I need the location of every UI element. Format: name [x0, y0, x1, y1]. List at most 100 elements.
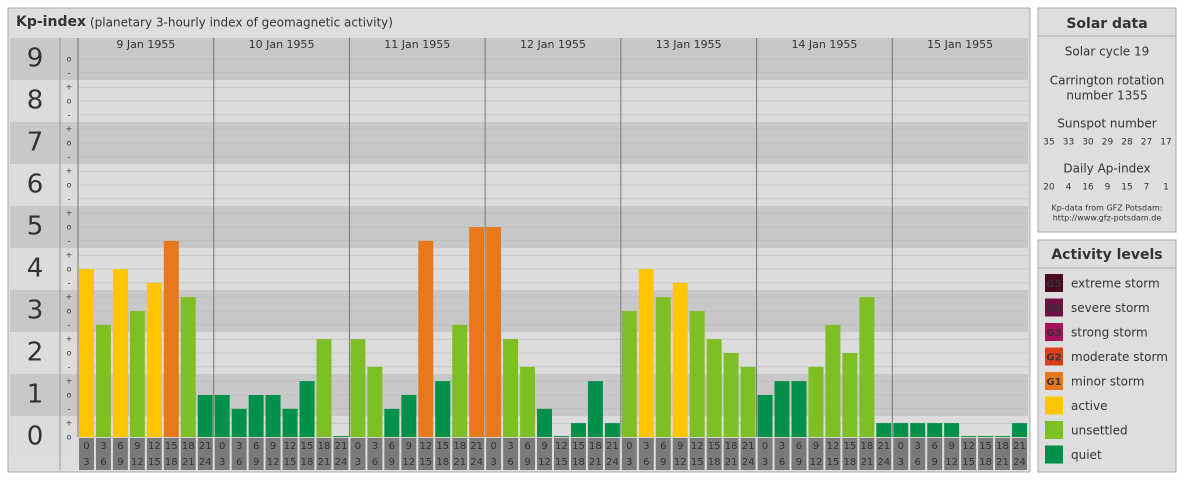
- hour-box: [723, 438, 739, 470]
- bar: [927, 423, 943, 437]
- x-tick-label: 3: [83, 457, 89, 468]
- bar: [604, 423, 620, 437]
- x-tick-label: 21: [860, 457, 873, 468]
- y-tick-label: 4: [27, 254, 44, 284]
- x-tick-label: 9: [660, 457, 666, 468]
- ap-value: 1: [1163, 183, 1169, 193]
- chart-subtitle: (planetary 3-hourly index of geomagnetic…: [90, 16, 393, 30]
- minor-tick-label: +: [66, 167, 73, 176]
- x-tick-label: 0: [490, 441, 496, 452]
- legend-swatch: [1045, 323, 1063, 341]
- hour-box: [672, 438, 688, 470]
- sunspot-value: 35: [1043, 138, 1054, 148]
- hour-box: [129, 438, 145, 470]
- x-tick-label: 18: [453, 441, 466, 452]
- x-tick-label: 3: [626, 457, 632, 468]
- x-tick-label: 21: [335, 441, 348, 452]
- minor-tick-label: +: [66, 251, 73, 260]
- bar: [961, 436, 977, 437]
- x-tick-label: 21: [182, 457, 195, 468]
- x-tick-label: 0: [898, 441, 904, 452]
- hour-box: [418, 438, 434, 470]
- carrington: number 1355: [1066, 89, 1147, 103]
- panel-title: Activity levels: [1051, 247, 1162, 263]
- bar: [978, 436, 994, 437]
- bar: [265, 395, 281, 437]
- x-tick-label: 18: [844, 457, 857, 468]
- hour-box: [146, 438, 162, 470]
- ap-value: 15: [1121, 183, 1132, 193]
- x-tick-label: 24: [877, 457, 890, 468]
- x-tick-label: 0: [83, 441, 89, 452]
- minor-tick-label: +: [66, 335, 73, 344]
- hour-box: [740, 438, 756, 470]
- x-tick-label: 18: [165, 457, 178, 468]
- hour-box: [689, 438, 705, 470]
- hour-box: [910, 438, 926, 470]
- bar: [333, 436, 349, 437]
- x-tick-label: 24: [606, 457, 619, 468]
- bar: [452, 324, 468, 437]
- bar: [638, 269, 654, 437]
- hour-box: [452, 438, 468, 470]
- x-tick-label: 9: [813, 441, 819, 452]
- hour-box: [791, 438, 807, 470]
- x-tick-label: 9: [406, 441, 412, 452]
- hour-box: [587, 438, 603, 470]
- x-tick-label: 3: [762, 457, 768, 468]
- bar: [723, 353, 739, 437]
- hour-box: [893, 438, 909, 470]
- x-tick-label: 12: [962, 441, 975, 452]
- bar: [299, 381, 315, 437]
- x-tick-label: 15: [844, 441, 857, 452]
- legend-code: G4: [1046, 304, 1061, 315]
- x-tick-label: 15: [827, 457, 840, 468]
- bar: [231, 408, 247, 437]
- bar: [418, 240, 434, 437]
- x-tick-label: 18: [589, 441, 602, 452]
- day-label: 9 Jan 1955: [116, 38, 175, 51]
- x-tick-label: 21: [199, 441, 212, 452]
- hour-box: [486, 438, 502, 470]
- bar: [893, 423, 909, 437]
- source-url: http://www.gfz-potsdam.de: [1053, 214, 1162, 223]
- ap-value: 7: [1144, 183, 1150, 193]
- x-tick-label: 15: [691, 457, 704, 468]
- minor-tick-label: -: [68, 404, 71, 413]
- hour-box: [384, 438, 400, 470]
- x-tick-label: 12: [131, 457, 144, 468]
- x-tick-label: 3: [643, 441, 649, 452]
- sunspot-value: 29: [1102, 138, 1114, 148]
- x-tick-label: 15: [301, 441, 314, 452]
- x-tick-label: 12: [810, 457, 823, 468]
- x-tick-label: 18: [725, 441, 738, 452]
- hour-box: [265, 438, 281, 470]
- x-tick-label: 21: [877, 441, 890, 452]
- minor-tick-label: o: [67, 55, 72, 64]
- x-tick-label: 12: [555, 441, 568, 452]
- x-tick-label: 12: [674, 457, 687, 468]
- x-tick-label: 15: [419, 457, 432, 468]
- x-tick-label: 9: [524, 457, 530, 468]
- x-tick-label: 3: [355, 457, 361, 468]
- x-tick-label: 9: [948, 441, 954, 452]
- x-tick-label: 18: [572, 457, 585, 468]
- bar: [435, 381, 451, 437]
- bar: [197, 395, 213, 437]
- minor-tick-label: -: [68, 236, 71, 245]
- bar: [774, 381, 790, 437]
- x-tick-label: 0: [626, 441, 632, 452]
- minor-tick-label: +: [66, 209, 73, 218]
- x-tick-label: 6: [779, 457, 785, 468]
- x-tick-label: 9: [134, 441, 140, 452]
- x-tick-label: 15: [979, 441, 992, 452]
- bar: [146, 282, 162, 437]
- x-tick-label: 18: [979, 457, 992, 468]
- x-tick-label: 12: [827, 441, 840, 452]
- bar: [367, 366, 383, 437]
- minor-tick-label: -: [68, 152, 71, 161]
- x-tick-label: 6: [643, 457, 649, 468]
- legend-label: strong storm: [1071, 326, 1148, 340]
- minor-tick-label: o: [67, 97, 72, 106]
- bar: [621, 311, 637, 437]
